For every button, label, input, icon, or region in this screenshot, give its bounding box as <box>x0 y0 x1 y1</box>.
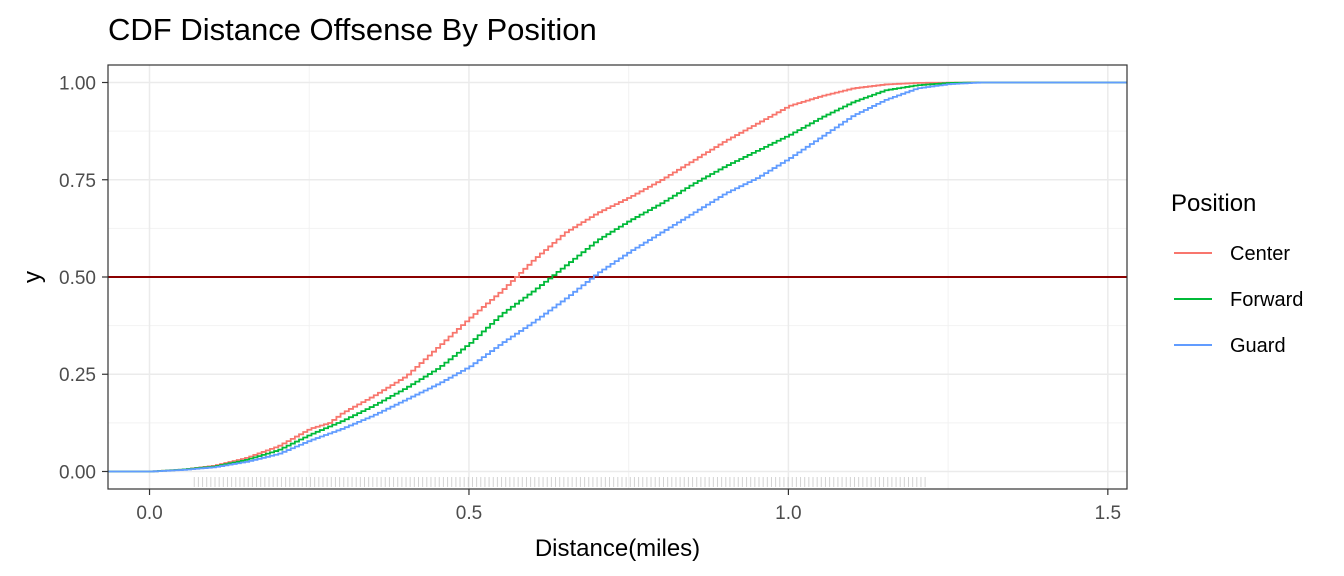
legend-title: Position <box>1171 190 1256 217</box>
legend-label-forward: Forward <box>1230 289 1303 311</box>
y-tick-label: 0.00 <box>59 462 96 483</box>
legend-label-center: Center <box>1230 243 1290 265</box>
legend: Position Center Forward Guard <box>1171 190 1303 357</box>
x-tick-label: 0.5 <box>456 503 482 524</box>
y-tick-label: 0.25 <box>59 365 96 386</box>
series-line-center <box>108 81 1127 473</box>
x-axis-title: Distance(miles) <box>535 535 700 562</box>
x-tick-label: 1.5 <box>1095 503 1121 524</box>
y-tick-label: 0.50 <box>59 268 96 289</box>
axis-ticks: 0.0 0.5 1.0 1.5 0.00 0.25 0.50 0.75 1.00 <box>59 74 1121 524</box>
x-tick-label: 1.0 <box>775 503 801 524</box>
y-tick-label: 1.00 <box>59 74 96 95</box>
y-tick-label: 0.75 <box>59 171 96 192</box>
legend-label-guard: Guard <box>1230 335 1286 357</box>
y-axis-title: y <box>19 271 46 283</box>
series-layer <box>108 81 1127 473</box>
series-line-guard <box>108 81 1127 473</box>
rug-marks <box>193 477 926 487</box>
series-line-forward <box>108 81 1127 473</box>
x-tick-label: 0.0 <box>136 503 162 524</box>
chart-title: CDF Distance Offsense By Position <box>108 12 597 47</box>
